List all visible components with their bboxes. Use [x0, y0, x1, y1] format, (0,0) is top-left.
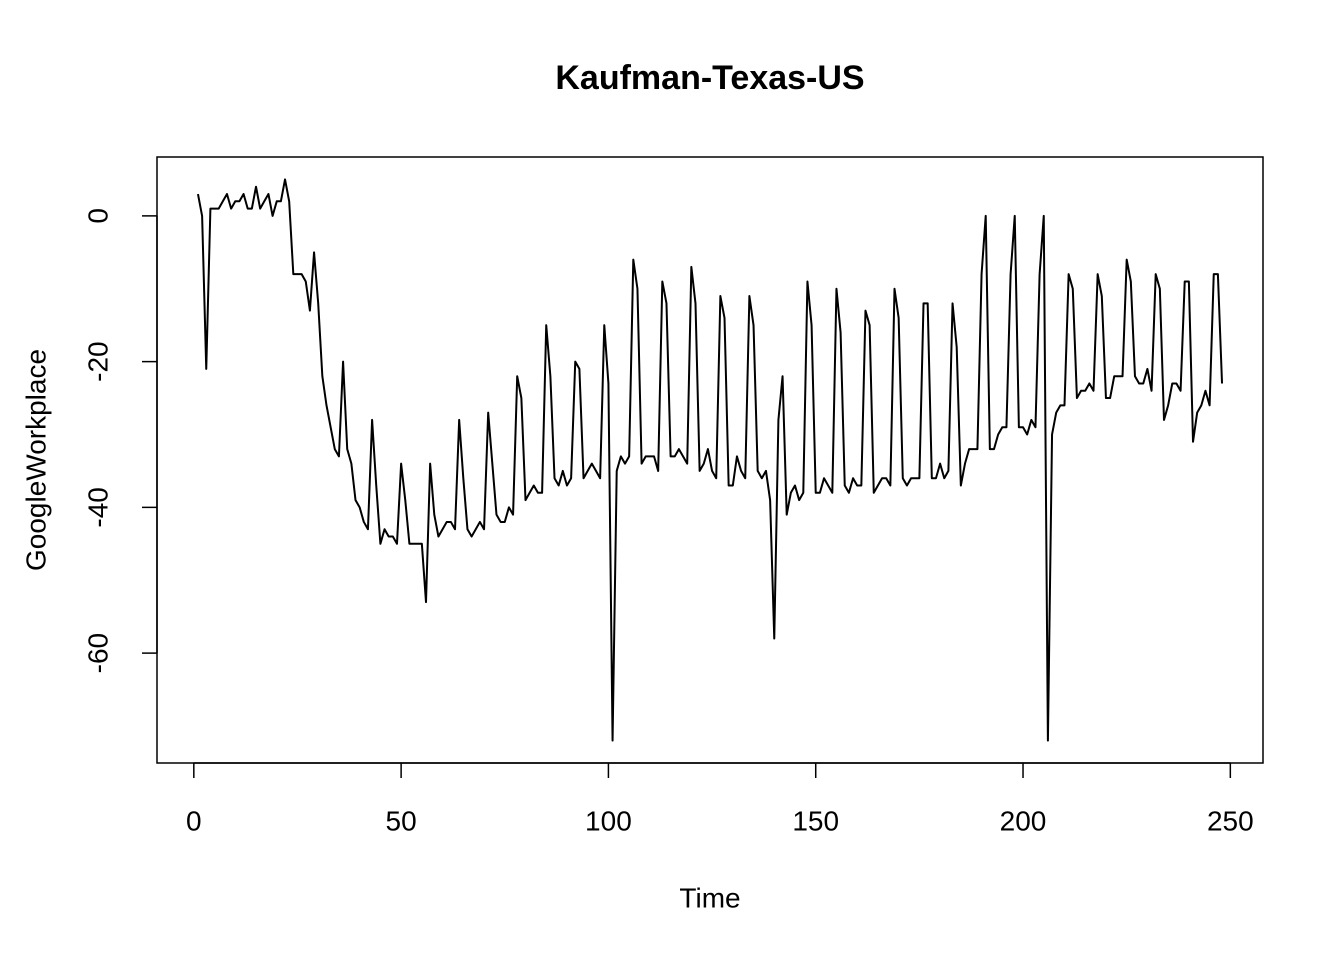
- y-tick-label: -20: [82, 341, 113, 381]
- x-tick-label: 50: [386, 805, 417, 836]
- x-tick-label: 150: [792, 805, 839, 836]
- x-tick-label: 0: [186, 805, 202, 836]
- y-axis-label: GoogleWorkplace: [20, 349, 51, 571]
- y-tick-label: -60: [82, 633, 113, 673]
- line-series: [196, 178, 1224, 742]
- y-tick-label: -40: [82, 487, 113, 527]
- x-tick-label: 100: [585, 805, 632, 836]
- chart-title: Kaufman-Texas-US: [555, 59, 864, 97]
- x-tick-label: 200: [1000, 805, 1047, 836]
- x-tick-label: 250: [1207, 805, 1254, 836]
- y-tick-label: 0: [82, 208, 113, 224]
- x-axis-label: Time: [679, 882, 740, 913]
